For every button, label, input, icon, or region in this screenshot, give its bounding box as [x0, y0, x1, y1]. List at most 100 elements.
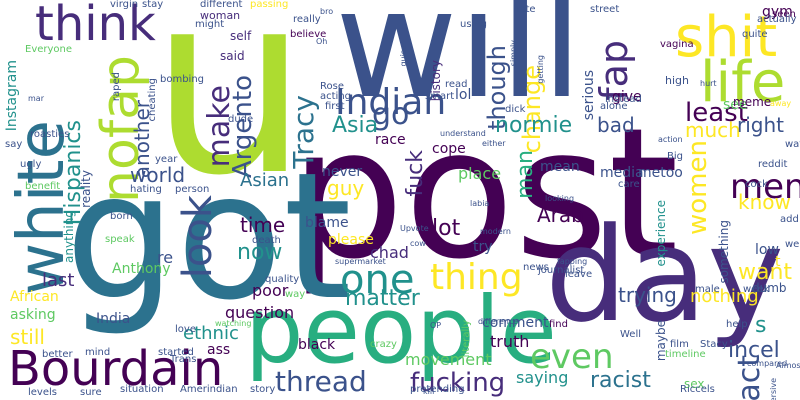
word: Oh	[316, 37, 328, 46]
word: fuck	[403, 150, 428, 197]
word: acting	[320, 91, 352, 102]
word: serious	[581, 70, 597, 121]
word: film	[670, 339, 689, 350]
word: different	[200, 0, 243, 10]
word: low	[755, 242, 779, 258]
word: people	[245, 277, 557, 384]
word: pretending	[410, 384, 465, 395]
word: Well	[620, 329, 642, 340]
word: kill	[423, 387, 435, 396]
word: first	[325, 101, 345, 112]
word: leave	[565, 269, 593, 280]
word: re	[157, 248, 174, 267]
word: life	[700, 50, 786, 115]
word: situation	[120, 384, 164, 395]
word: ugly	[20, 159, 42, 170]
word: hating	[130, 184, 162, 195]
word: fucking	[410, 368, 506, 398]
word: question	[225, 303, 295, 322]
word: dumb	[752, 281, 787, 295]
word: modern	[480, 227, 511, 236]
word: trying	[618, 283, 677, 307]
word: quality	[265, 274, 300, 285]
word: away	[770, 99, 792, 108]
word: guise	[399, 45, 408, 67]
word: Almost	[776, 361, 800, 370]
word: bombing	[160, 74, 205, 85]
word: India	[96, 311, 131, 327]
word: u	[150, 0, 309, 230]
word: sure	[80, 387, 102, 398]
word: world	[130, 163, 186, 187]
word: reddit	[758, 159, 788, 170]
word: hurt	[700, 79, 717, 88]
word: time	[240, 213, 286, 237]
word: passing	[250, 0, 289, 10]
word: reality	[79, 170, 93, 208]
word: nothing	[690, 286, 759, 307]
word: guy	[327, 176, 365, 200]
word: know	[738, 190, 791, 214]
word: week	[743, 284, 770, 295]
word: racist	[590, 368, 651, 393]
word: bad	[597, 113, 635, 137]
word: try	[473, 239, 493, 255]
word: black	[298, 337, 336, 353]
word: really	[293, 14, 321, 25]
word: simply	[509, 40, 518, 67]
word: roasties	[30, 129, 70, 140]
word: vagina	[660, 39, 694, 50]
word: men	[730, 167, 800, 207]
word: watch	[785, 139, 800, 150]
word: movement	[405, 350, 492, 369]
word: mean	[540, 159, 580, 175]
word: much	[685, 118, 741, 142]
word: either	[482, 139, 506, 148]
word: understand	[440, 129, 486, 138]
word: place	[458, 164, 502, 183]
word: something	[717, 220, 731, 284]
word: Bourdain	[8, 341, 224, 397]
word: Upvote	[400, 224, 429, 233]
word: dick	[505, 104, 526, 115]
word: love	[175, 324, 196, 335]
word: t	[775, 254, 781, 270]
word: see	[723, 97, 748, 113]
word: man	[513, 150, 538, 199]
word: male	[695, 284, 720, 295]
word: thing	[430, 257, 523, 298]
word: care	[618, 179, 640, 190]
word: speak	[105, 234, 135, 245]
word: thread	[275, 365, 367, 398]
word: read	[445, 79, 468, 90]
word: stay	[142, 0, 164, 10]
word: started	[158, 347, 194, 358]
word: experience	[654, 200, 668, 267]
word: action	[658, 135, 683, 144]
word: want	[738, 260, 793, 285]
word: seen	[772, 9, 796, 20]
word: think	[35, 0, 156, 52]
word: labia	[470, 199, 490, 208]
word: saying	[516, 368, 569, 387]
word: lol	[455, 87, 472, 103]
word: said	[220, 49, 245, 63]
word: actually	[757, 14, 797, 25]
word: Instagram	[4, 60, 20, 132]
word: women	[683, 140, 713, 235]
word: born	[110, 211, 133, 222]
word: race	[375, 132, 406, 148]
word: dude	[228, 114, 254, 125]
word: help	[726, 319, 748, 330]
word: matter	[345, 286, 420, 311]
word: Arab	[537, 203, 584, 227]
word: journalist	[538, 265, 585, 276]
word: cheating	[147, 78, 158, 122]
word: ass	[207, 342, 231, 358]
word: benefit	[25, 181, 61, 192]
word: give	[612, 89, 642, 105]
word: mar	[28, 94, 44, 103]
word: sex	[684, 377, 705, 391]
word: street	[590, 4, 620, 15]
